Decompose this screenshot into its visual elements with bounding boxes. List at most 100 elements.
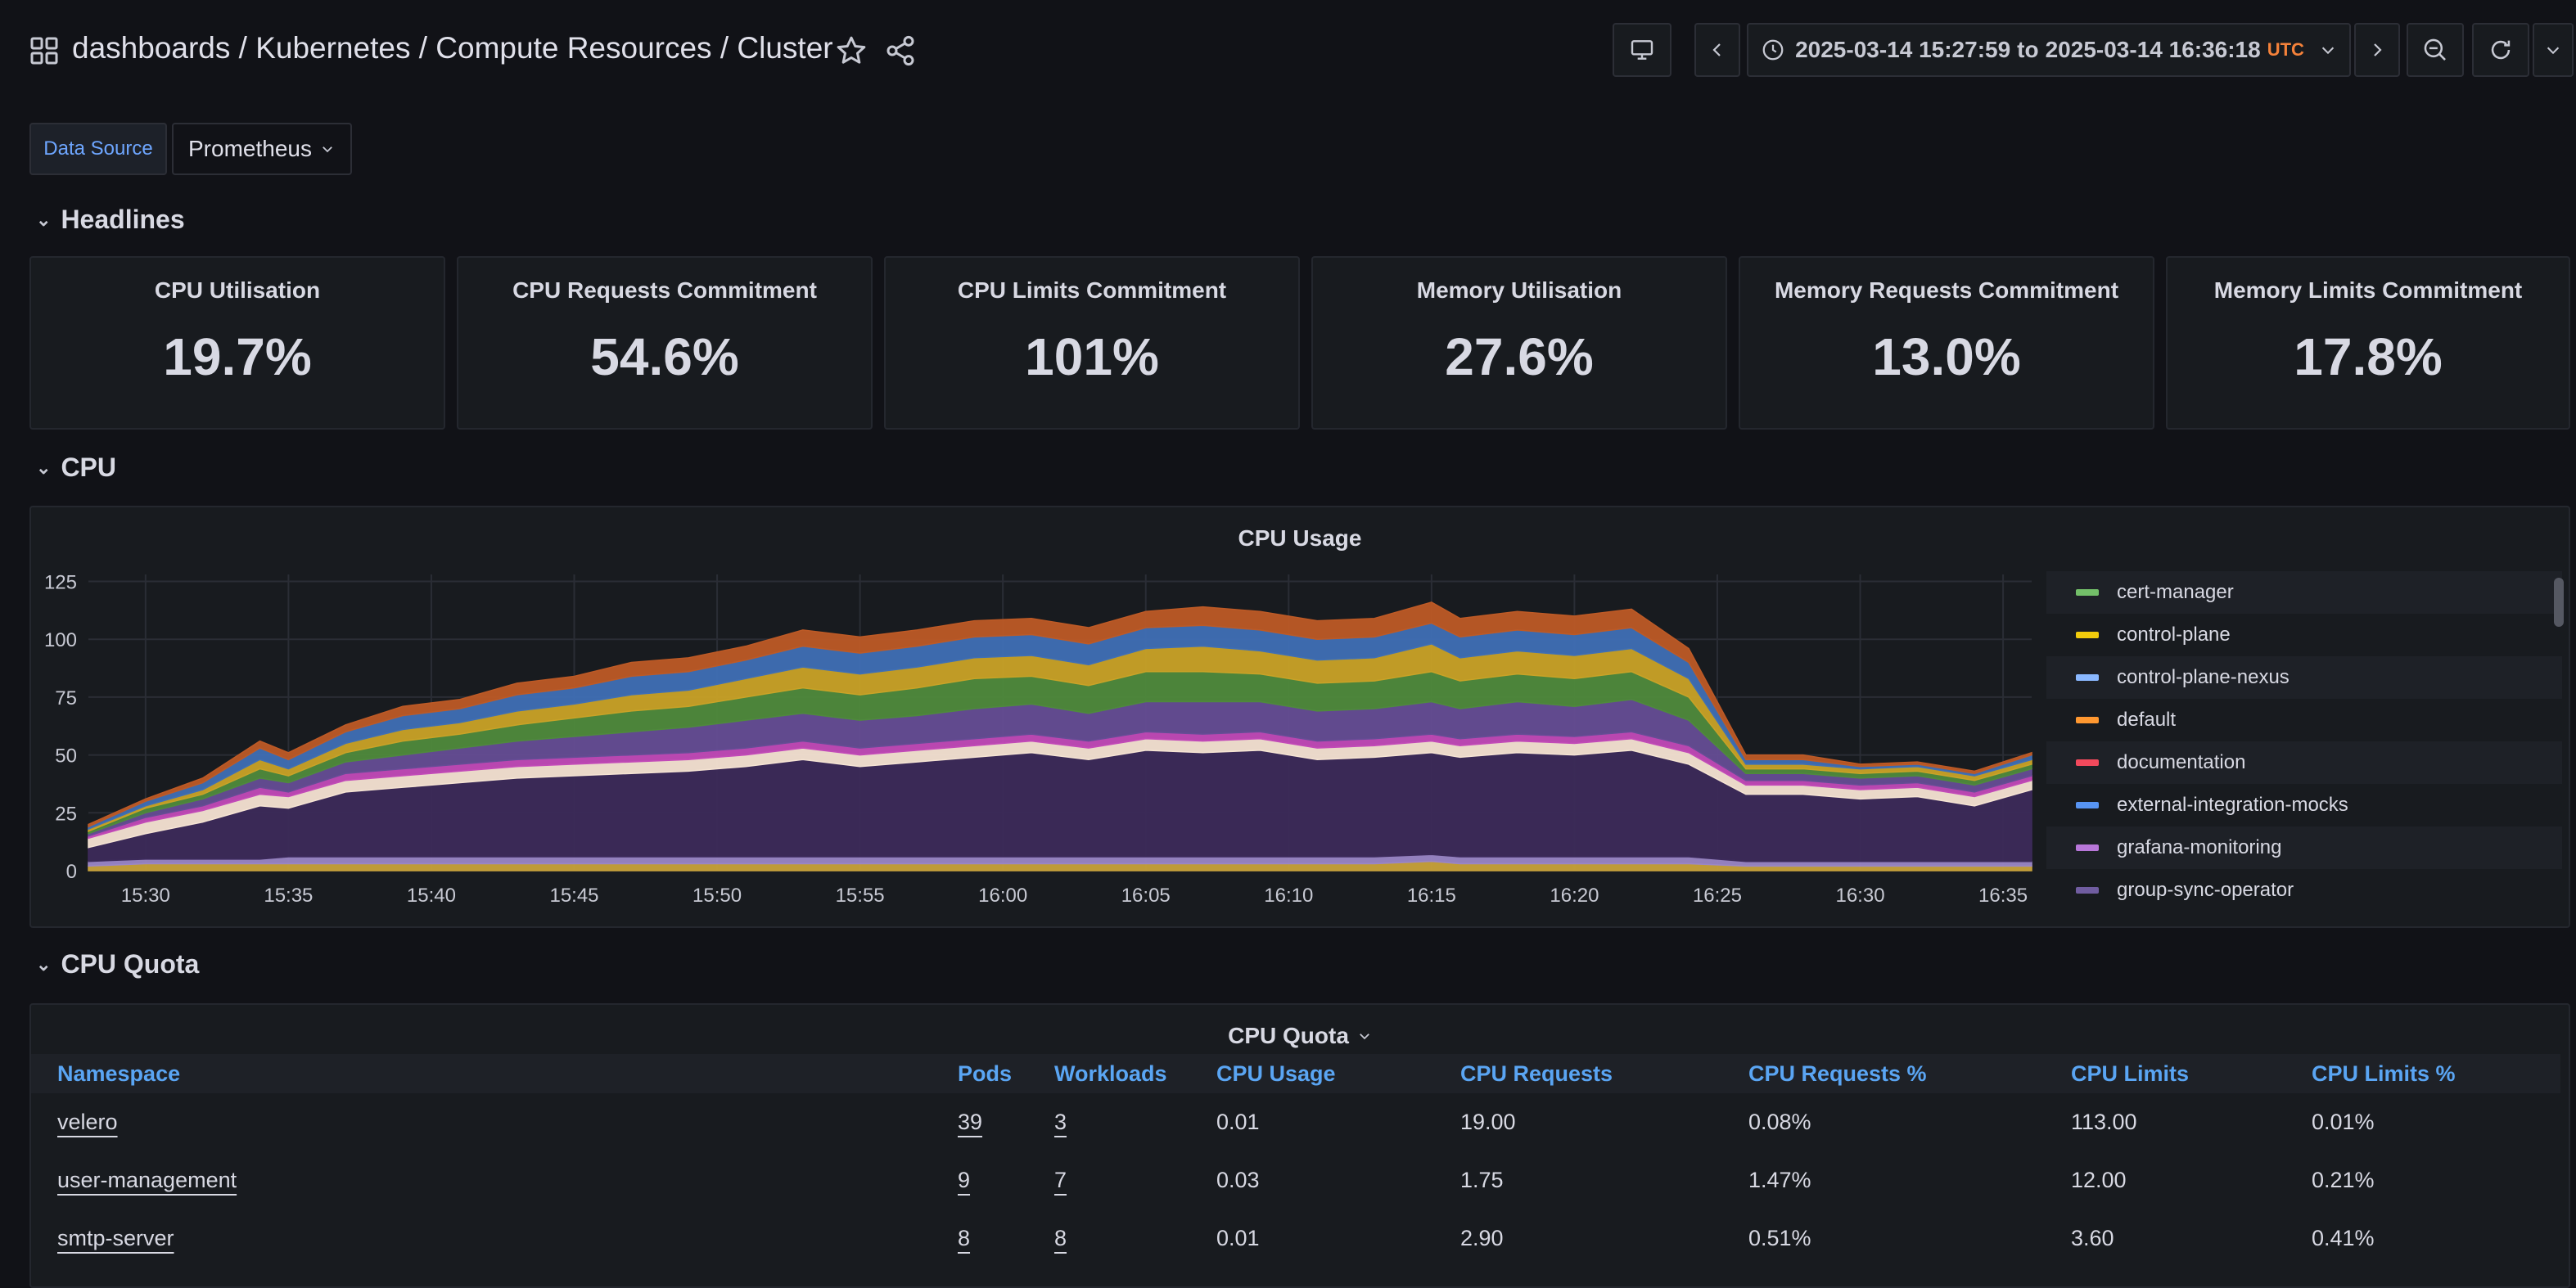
- namespace-link[interactable]: smtp-server: [57, 1226, 174, 1250]
- series-area-orange: [88, 601, 2032, 828]
- pods-cell: 8: [932, 1209, 1028, 1268]
- namespace-cell: user-management: [31, 1151, 932, 1209]
- stat-panel-memory-requests-commitment[interactable]: Memory Requests Commitment 13.0%: [1739, 256, 2154, 430]
- legend-label: grafana-monitoring: [2117, 836, 2282, 858]
- x-tick-label: 16:30: [1835, 885, 1884, 907]
- stat-panel-cpu-requests-commitment[interactable]: CPU Requests Commitment 54.6%: [457, 256, 873, 430]
- cpu-usage-chart[interactable]: 0 25 50 75 100 125 15:30 15:35 15:40 15:45 15:50 15…: [29, 506, 2043, 928]
- refresh-interval-dropdown[interactable]: [2533, 23, 2574, 77]
- refresh-button[interactable]: [2472, 23, 2529, 77]
- row-cpu-quota[interactable]: ⌄ CPU Quota: [36, 949, 199, 980]
- x-tick-label: 16:25: [1693, 885, 1742, 907]
- workloads-link[interactable]: 8: [1054, 1226, 1067, 1250]
- legend-scrollbar[interactable]: [2554, 578, 2564, 627]
- panel-title-wrap[interactable]: CPU Quota: [31, 1023, 2569, 1049]
- legend-swatch: [2076, 632, 2099, 638]
- legend-item[interactable]: grafana-monitoring: [2046, 826, 2562, 869]
- cpu-usage-cell: 0.01: [1216, 1110, 1260, 1134]
- legend-label: cert-manager: [2117, 581, 2234, 603]
- x-tick-label: 16:00: [978, 885, 1027, 907]
- zoom-out-button[interactable]: [2407, 23, 2464, 77]
- tv-mode-button[interactable]: [1613, 23, 1671, 77]
- chevron-down-icon: [2547, 47, 2560, 55]
- namespace-cell: smtp-server: [31, 1209, 932, 1268]
- top-bar: dashboards / Kubernetes / Compute Resour…: [0, 0, 2576, 101]
- clock-icon: [1762, 39, 1784, 61]
- panel-title: CPU Usage: [1238, 525, 1362, 551]
- chevron-left-icon: [1712, 43, 1721, 56]
- legend-swatch: [2076, 844, 2099, 851]
- namespace-link[interactable]: velero: [57, 1110, 118, 1134]
- legend-item[interactable]: cert-manager: [2046, 571, 2562, 614]
- column-header[interactable]: CPU Requests %: [1748, 1061, 1927, 1086]
- y-tick-label: 125: [44, 571, 77, 593]
- chevron-down-icon: ⌄: [36, 209, 52, 230]
- column-header[interactable]: Workloads: [1054, 1061, 1167, 1086]
- workloads-link[interactable]: 7: [1054, 1168, 1067, 1192]
- legend-label: external-integration-mocks: [2117, 794, 2348, 816]
- monitor-icon: [1631, 40, 1653, 60]
- stat-panel-memory-utilisation[interactable]: Memory Utilisation 27.6%: [1311, 256, 1727, 430]
- stat-value: 19.7%: [163, 327, 312, 386]
- stat-title: Memory Utilisation: [1416, 277, 1622, 303]
- apps-grid-icon[interactable]: [29, 36, 59, 65]
- namespace-link[interactable]: user-management: [57, 1168, 237, 1192]
- legend-swatch: [2076, 887, 2099, 894]
- pods-link[interactable]: 8: [958, 1226, 971, 1250]
- legend-item[interactable]: control-plane: [2046, 614, 2562, 656]
- legend-item[interactable]: documentation: [2046, 741, 2562, 784]
- cpu-quota-panel[interactable]: CPU Quota: [29, 1003, 2570, 1288]
- column-header[interactable]: CPU Requests: [1460, 1061, 1613, 1086]
- panel-title: CPU Quota: [1228, 1023, 1349, 1048]
- cpu-limits-cell: 12.00: [2071, 1168, 2127, 1192]
- chevron-right-icon: [2374, 43, 2382, 56]
- stat-title: CPU Utilisation: [154, 277, 321, 303]
- cpu-limits-pct-cell: 0.21%: [2312, 1168, 2375, 1192]
- stat-title: CPU Limits Commitment: [957, 277, 1227, 303]
- stat-panel-memory-limits-commitment[interactable]: Memory Limits Commitment 17.8%: [2166, 256, 2570, 430]
- stat-panel-cpu-limits-commitment[interactable]: CPU Limits Commitment 101%: [884, 256, 1300, 430]
- cpu-requests-pct-cell: 0.51%: [1748, 1226, 1811, 1250]
- pods-link[interactable]: 9: [958, 1168, 971, 1192]
- legend-swatch: [2076, 717, 2099, 723]
- star-icon[interactable]: [835, 34, 868, 67]
- pods-cell: 9: [932, 1151, 1028, 1209]
- cpu-requests-pct-cell: 0.08%: [1748, 1110, 1811, 1134]
- share-icon[interactable]: [884, 34, 917, 67]
- column-header[interactable]: CPU Limits %: [2312, 1061, 2456, 1086]
- datasource-value: Prometheus: [188, 136, 312, 161]
- datasource-select[interactable]: Prometheus: [172, 123, 352, 175]
- legend-item[interactable]: default: [2046, 699, 2562, 741]
- column-header[interactable]: CPU Limits: [2071, 1061, 2190, 1086]
- legend-swatch: [2076, 674, 2099, 681]
- cpu-limits-pct-cell: 0.41%: [2312, 1226, 2375, 1250]
- y-tick-label: 50: [55, 745, 77, 768]
- legend-item[interactable]: control-plane-nexus: [2046, 656, 2562, 699]
- time-back-button[interactable]: [1694, 23, 1740, 77]
- table-header-row: Namespace Pods Workloads CPU Usage CPU R…: [31, 1054, 2560, 1093]
- table-row: smtp-server 8 8 0.01 2.90 0.51% 3.60 0.4…: [31, 1209, 2560, 1268]
- row-headlines[interactable]: ⌄ Headlines: [36, 205, 185, 235]
- x-tick-label: 15:50: [692, 885, 742, 907]
- row-cpu[interactable]: ⌄ CPU: [36, 453, 116, 483]
- column-header[interactable]: CPU Usage: [1216, 1061, 1336, 1086]
- legend-item[interactable]: external-integration-mocks: [2046, 784, 2562, 826]
- breadcrumb[interactable]: dashboards / Kubernetes / Compute Resour…: [72, 31, 833, 65]
- column-header[interactable]: Namespace: [57, 1061, 181, 1086]
- row-title: CPU Quota: [61, 949, 200, 979]
- cpu-limits-cell: 3.60: [2071, 1226, 2114, 1250]
- time-forward-button[interactable]: [2354, 23, 2400, 77]
- column-header[interactable]: Pods: [958, 1061, 1013, 1086]
- table-row: velero 39 3 0.01 19.00 0.08% 113.00 0.01…: [31, 1093, 2560, 1151]
- stat-title: CPU Requests Commitment: [512, 277, 817, 303]
- chevron-down-icon: ⌄: [36, 457, 52, 478]
- time-range-picker[interactable]: 2025-03-14 15:27:59 to 2025-03-14 16:36:…: [1747, 23, 2351, 77]
- legend-label: default: [2117, 709, 2177, 731]
- cpu-requests-cell: 1.75: [1460, 1168, 1504, 1192]
- pods-link[interactable]: 39: [958, 1110, 983, 1134]
- stat-panel-cpu-utilisation[interactable]: CPU Utilisation 19.7%: [29, 256, 445, 430]
- workloads-link[interactable]: 3: [1054, 1110, 1067, 1134]
- stat-value: 101%: [1025, 327, 1159, 386]
- legend-item[interactable]: group-sync-operator: [2046, 869, 2562, 912]
- stat-value: 17.8%: [2294, 327, 2443, 386]
